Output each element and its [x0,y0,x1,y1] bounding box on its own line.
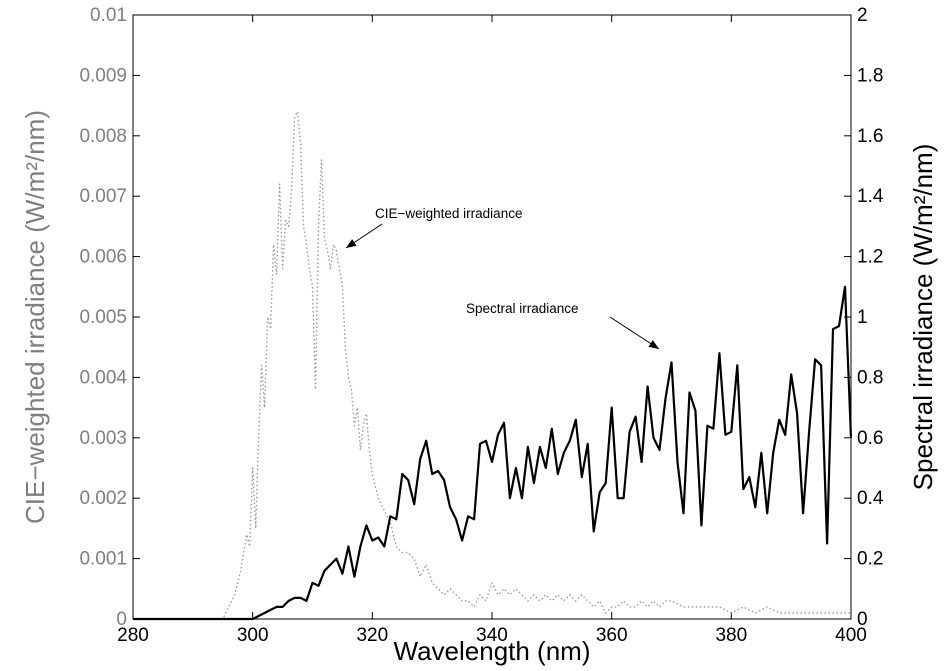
left-tick-label: 0.003 [79,428,127,449]
x-axis-ticks: 280 300 320 340 360 380 400 [117,15,867,646]
spectral-irradiance-series [133,285,853,621]
left-tick-label: 0.01 [90,5,127,26]
cie-weighted-irradiance-series [133,110,851,620]
plot-frame [132,14,852,620]
left-axis-ticks: 0 0.001 0.002 0.003 0.004 0.005 0.006 0.007 0.00… [79,5,140,630]
x-tick-label: 360 [596,625,628,646]
x-tick-label: 300 [237,625,269,646]
right-tick-label: 1.6 [857,126,883,147]
right-tick-label: 0.6 [857,428,883,449]
left-axis-label: CIE−weighted irradiance (W/m²/nm) [20,110,50,524]
right-axis-ticks: 0 0.2 0.4 0.6 0.8 1 1.2 1.4 1.6 1.8 2 [844,5,884,630]
right-axis-label: Spectral irradiance (W/m²/nm) [908,144,938,491]
left-tick-label: 0.002 [79,488,127,509]
right-tick-label: 0 [857,609,868,630]
x-tick-label: 320 [356,625,388,646]
left-tick-label: 0 [116,609,127,630]
right-tick-label: 2 [857,5,868,26]
annotation-spectral: Spectral irradiance [466,301,579,316]
x-axis-label: Wavelength (nm) [394,636,591,666]
left-tick-label: 0.001 [79,549,127,570]
left-tick-label: 0.007 [79,186,127,207]
left-tick-label: 0.008 [79,126,127,147]
right-tick-label: 1.8 [857,65,883,86]
right-tick-label: 0.2 [857,549,883,570]
annotation-arrow-head [346,239,357,248]
annotation-arrow-head [648,340,659,349]
x-tick-label: 400 [835,625,867,646]
right-tick-label: 1 [857,307,868,328]
right-tick-label: 1.4 [857,186,884,207]
right-tick-label: 0.4 [857,488,884,509]
annotation-cie-weighted: CIE−weighted irradiance [375,206,522,221]
right-tick-label: 0.8 [857,367,883,388]
left-tick-label: 0.009 [79,65,127,86]
right-tick-label: 1.2 [857,247,883,268]
annotations-layer: CIE−weighted irradiance Spectral irradian… [345,206,660,350]
left-tick-label: 0.005 [79,307,127,328]
left-tick-label: 0.006 [79,247,127,268]
x-tick-label: 280 [117,625,149,646]
x-tick-label: 380 [715,625,747,646]
left-tick-label: 0.004 [79,367,127,388]
series-layer [133,110,853,621]
plot-area [132,14,852,620]
x-tick-label: 340 [476,625,508,646]
